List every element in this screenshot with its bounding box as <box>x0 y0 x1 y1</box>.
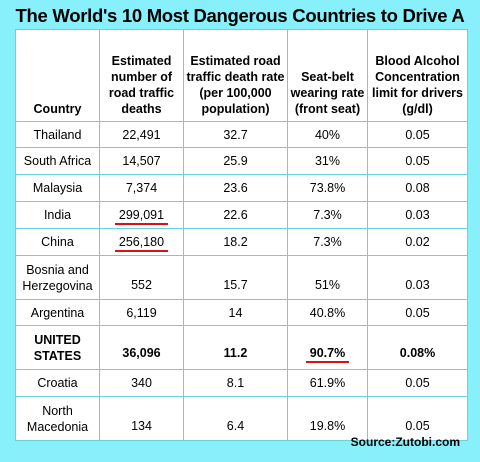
cell-rate: 15.7 <box>183 255 288 300</box>
cell-seatbelt: 7.3% <box>287 228 368 256</box>
table-row: Thailand 22,491 32.7 40% 0.05 <box>15 121 468 148</box>
cell-rate: 32.7 <box>183 121 288 148</box>
data-table: Country Estimated number of road traffic… <box>15 29 468 441</box>
cell-bac: 0.05 <box>367 121 468 148</box>
underline-highlight: 256,180 <box>114 235 169 252</box>
table-row: Bosnia and Herzegovina 552 15.7 51% 0.03 <box>15 255 468 300</box>
table-row: South Africa 14,507 25.9 31% 0.05 <box>15 147 468 175</box>
cell-rate: 18.2 <box>183 228 288 256</box>
cell-deaths: 134 <box>99 396 184 441</box>
cell-country: Thailand <box>15 121 100 148</box>
cell-deaths: 256,180 <box>99 228 184 256</box>
cell-deaths: 299,091 <box>99 201 184 229</box>
cell-country: Argentina <box>15 299 100 326</box>
header-seatbelt: Seat-belt wearing rate (front seat) <box>287 29 368 122</box>
cell-bac: 0.08 <box>367 174 468 202</box>
header-death-rate: Estimated road traffic death rate (per 1… <box>183 29 288 122</box>
cell-bac: 0.05 <box>367 369 468 397</box>
table-row: Croatia 340 8.1 61.9% 0.05 <box>15 369 468 397</box>
cell-rate: 8.1 <box>183 369 288 397</box>
cell-bac: 0.05 <box>367 147 468 175</box>
cell-country: UNITED STATES <box>15 325 100 370</box>
cell-bac: 0.05 <box>367 299 468 326</box>
table-row: India 299,091 22.6 7.3% 0.03 <box>15 201 468 229</box>
table-row: North Macedonia 134 6.4 19.8% 0.05 <box>15 396 468 441</box>
cell-seatbelt: 7.3% <box>287 201 368 229</box>
cell-deaths: 6,119 <box>99 299 184 326</box>
cell-rate: 11.2 <box>183 325 288 370</box>
cell-rate: 23.6 <box>183 174 288 202</box>
header-deaths: Estimated number of road traffic deaths <box>99 29 184 122</box>
table-row: China 256,180 18.2 7.3% 0.02 <box>15 228 468 256</box>
cell-seatbelt: 40% <box>287 121 368 148</box>
cell-deaths: 7,374 <box>99 174 184 202</box>
cell-seatbelt: 73.8% <box>287 174 368 202</box>
table-row-highlighted: UNITED STATES 36,096 11.2 90.7% 0.08% <box>15 325 468 370</box>
cell-bac: 0.08% <box>367 325 468 370</box>
cell-seatbelt: 51% <box>287 255 368 300</box>
table-row: Argentina 6,119 14 40.8% 0.05 <box>15 299 468 326</box>
cell-deaths: 552 <box>99 255 184 300</box>
cell-seatbelt: 90.7% <box>287 325 368 370</box>
cell-country: Bosnia and Herzegovina <box>15 255 100 300</box>
underline-highlight: 90.7% <box>305 345 350 363</box>
cell-seatbelt: 31% <box>287 147 368 175</box>
cell-bac: 0.03 <box>367 201 468 229</box>
cell-seatbelt: 19.8% <box>287 396 368 441</box>
cell-rate: 6.4 <box>183 396 288 441</box>
cell-deaths: 36,096 <box>99 325 184 370</box>
cell-bac: 0.02 <box>367 228 468 256</box>
cell-country: South Africa <box>15 147 100 175</box>
cell-bac: 0.05 <box>367 396 468 441</box>
cell-bac: 0.03 <box>367 255 468 300</box>
header-bac-limit: Blood Alcohol Concentration limit for dr… <box>367 29 468 122</box>
cell-rate: 14 <box>183 299 288 326</box>
cell-country: China <box>15 228 100 256</box>
cell-rate: 25.9 <box>183 147 288 175</box>
table-row: Malaysia 7,374 23.6 73.8% 0.08 <box>15 174 468 202</box>
cell-deaths: 22,491 <box>99 121 184 148</box>
cell-seatbelt: 61.9% <box>287 369 368 397</box>
cell-rate: 22.6 <box>183 201 288 229</box>
table-header-row: Country Estimated number of road traffic… <box>15 29 468 122</box>
cell-country: Malaysia <box>15 174 100 202</box>
cell-seatbelt: 40.8% <box>287 299 368 326</box>
header-country: Country <box>15 29 100 122</box>
underline-highlight: 299,091 <box>114 208 169 225</box>
cell-country: Croatia <box>15 369 100 397</box>
cell-deaths: 340 <box>99 369 184 397</box>
cell-deaths: 14,507 <box>99 147 184 175</box>
cell-country: North Macedonia <box>15 396 100 441</box>
source-credit: Source:Zutobi.com <box>350 435 460 449</box>
cell-country: India <box>15 201 100 229</box>
